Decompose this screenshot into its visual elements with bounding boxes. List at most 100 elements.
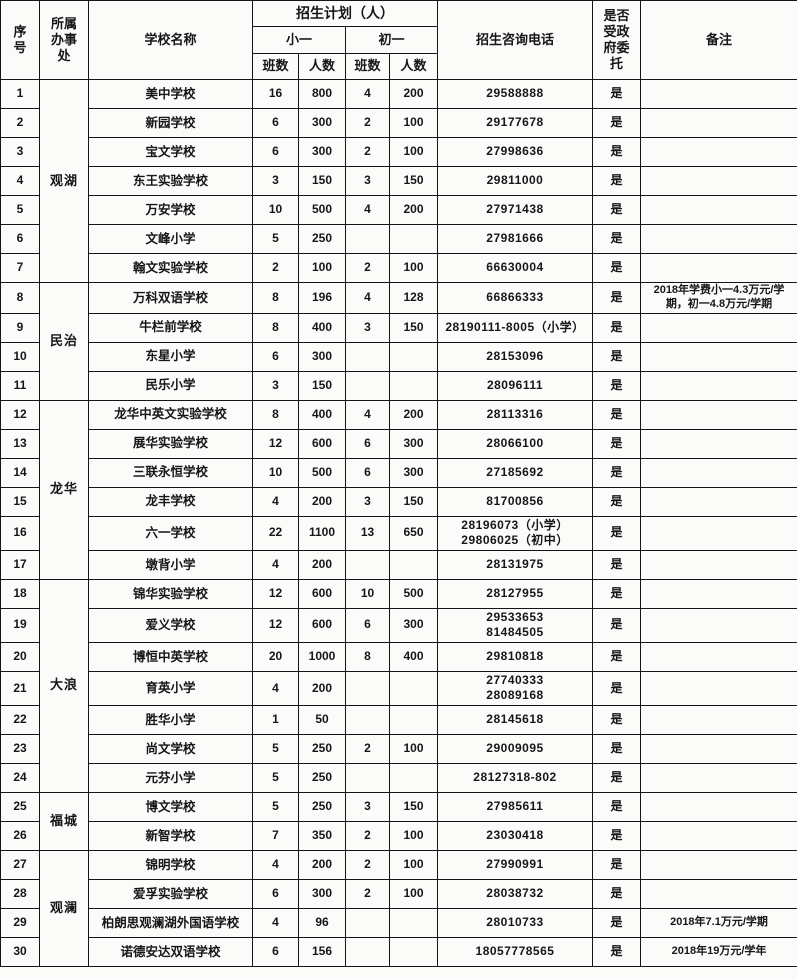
entrusted-cell: 是 <box>592 224 641 254</box>
remark-cell <box>640 428 797 459</box>
school-name-cell: 诺德安达双语学校 <box>88 937 253 968</box>
junior-classes-cell <box>345 937 390 968</box>
junior-classes-cell: 2 <box>345 879 390 910</box>
phone-cell: 28196073（小学） 29806025（初中） <box>437 515 593 551</box>
junior-students-cell <box>389 937 438 968</box>
junior-classes-cell <box>345 705 390 736</box>
school-name-cell: 翰文实验学校 <box>88 253 253 283</box>
header-primary-students: 人数 <box>298 53 346 80</box>
primary-students-cell: 300 <box>298 108 346 138</box>
row-number-cell: 25 <box>0 792 40 823</box>
junior-students-cell: 150 <box>389 486 438 517</box>
phone-cell: 28153096 <box>437 341 593 372</box>
remark-cell <box>640 399 797 430</box>
junior-classes-cell: 6 <box>345 428 390 459</box>
school-name-cell: 宝文学校 <box>88 137 253 167</box>
school-name-cell: 柏朗思观澜湖外国语学校 <box>88 908 253 939</box>
primary-students-cell: 300 <box>298 341 346 372</box>
remark-cell <box>640 879 797 910</box>
junior-students-cell <box>389 763 438 794</box>
row-number-cell: 16 <box>0 515 40 551</box>
remark-cell <box>640 137 797 167</box>
junior-classes-cell: 3 <box>345 792 390 823</box>
school-name-cell: 元芬小学 <box>88 763 253 794</box>
primary-classes-cell: 6 <box>252 937 299 968</box>
primary-classes-cell: 8 <box>252 312 299 343</box>
table-row: 12 龙华 龙华中英文实验学校 8 400 4 200 28113316 是 <box>0 399 797 580</box>
junior-classes-cell: 3 <box>345 486 390 517</box>
primary-students-cell: 400 <box>298 399 346 430</box>
phone-cell: 27740333 28089168 <box>437 670 593 707</box>
remark-cell: 2018年7.1万元/学期 <box>640 908 797 939</box>
table-row: 5 万安学校 10 500 4 200 27971438 是 <box>0 195 797 225</box>
primary-students-cell: 600 <box>298 578 346 609</box>
header-plan-group: 招生计划（人） <box>252 0 438 27</box>
phone-cell: 29177678 <box>437 108 593 138</box>
entrusted-cell: 是 <box>592 670 641 707</box>
junior-students-cell <box>389 549 438 580</box>
junior-classes-cell: 4 <box>345 195 390 225</box>
entrusted-cell: 是 <box>592 79 641 109</box>
primary-classes-cell: 16 <box>252 79 299 109</box>
table-row: 4 东王实验学校 3 150 3 150 29811000 是 <box>0 166 797 196</box>
header-school-name: 学校名称 <box>88 0 253 80</box>
primary-students-cell: 300 <box>298 137 346 167</box>
junior-students-cell <box>389 705 438 736</box>
row-number-cell: 11 <box>0 370 40 401</box>
office-cell: 观澜 <box>39 850 89 968</box>
entrusted-cell: 是 <box>592 792 641 823</box>
primary-students-cell: 156 <box>298 937 346 968</box>
row-number-cell: 20 <box>0 641 40 672</box>
remark-cell <box>640 341 797 372</box>
school-name-cell: 民乐小学 <box>88 370 253 401</box>
junior-classes-cell <box>345 341 390 372</box>
remark-cell <box>640 108 797 138</box>
junior-students-cell: 100 <box>389 821 438 852</box>
row-number-cell: 14 <box>0 457 40 488</box>
header-junior-classes: 班数 <box>345 53 390 80</box>
school-name-cell: 六一学校 <box>88 515 253 551</box>
primary-classes-cell: 3 <box>252 166 299 196</box>
junior-classes-cell <box>345 549 390 580</box>
header-seq: 序 号 <box>0 0 40 80</box>
junior-classes-cell <box>345 763 390 794</box>
table-row: 21 育英小学 4 200 27740333 28089168 是 <box>0 670 797 707</box>
primary-classes-cell: 6 <box>252 341 299 372</box>
entrusted-cell: 是 <box>592 937 641 968</box>
phone-cell: 27185692 <box>437 457 593 488</box>
table-row: 23 尚文学校 5 250 2 100 29009095 是 <box>0 734 797 765</box>
primary-students-cell: 50 <box>298 705 346 736</box>
primary-classes-cell: 4 <box>252 850 299 881</box>
junior-students-cell: 200 <box>389 195 438 225</box>
junior-students-cell: 300 <box>389 457 438 488</box>
row-number-cell: 13 <box>0 428 40 459</box>
school-name-cell: 锦明学校 <box>88 850 253 881</box>
junior-students-cell <box>389 370 438 401</box>
junior-classes-cell <box>345 370 390 401</box>
school-name-cell: 新园学校 <box>88 108 253 138</box>
phone-cell: 29811000 <box>437 166 593 196</box>
primary-classes-cell: 4 <box>252 549 299 580</box>
primary-classes-cell: 5 <box>252 224 299 254</box>
phone-cell: 28127955 <box>437 578 593 609</box>
phone-cell: 29588888 <box>437 79 593 109</box>
header-row-1: 序 号 所属 办事 处 学校名称 招生计划（人） 招生咨询电话 是否 受政 府委… <box>0 0 797 80</box>
junior-classes-cell: 3 <box>345 312 390 343</box>
row-number-cell: 21 <box>0 670 40 707</box>
primary-students-cell: 200 <box>298 549 346 580</box>
table-row: 30 诺德安达双语学校 6 156 18057778565 是 2018年19万元/学年 <box>0 937 797 968</box>
table-row: 6 文峰小学 5 250 27981666 是 <box>0 224 797 254</box>
primary-classes-cell: 10 <box>252 457 299 488</box>
primary-classes-cell: 8 <box>252 399 299 430</box>
junior-students-cell: 100 <box>389 108 438 138</box>
primary-students-cell: 500 <box>298 195 346 225</box>
primary-students-cell: 150 <box>298 370 346 401</box>
phone-cell: 28096111 <box>437 370 593 401</box>
phone-cell: 28131975 <box>437 549 593 580</box>
phone-cell: 27985611 <box>437 792 593 823</box>
primary-students-cell: 200 <box>298 850 346 881</box>
primary-classes-cell: 6 <box>252 137 299 167</box>
junior-students-cell <box>389 341 438 372</box>
